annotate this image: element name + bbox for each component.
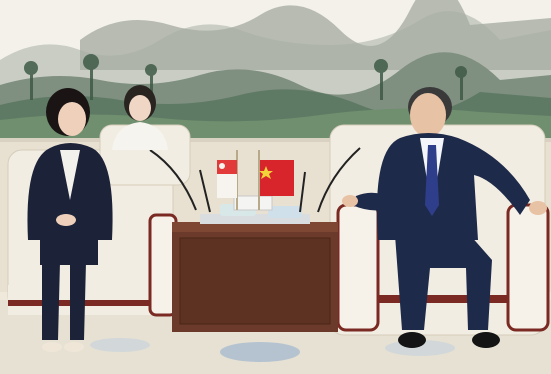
desk-sign bbox=[233, 195, 273, 211]
side-table bbox=[172, 222, 338, 332]
flags bbox=[217, 150, 294, 210]
man-right bbox=[342, 87, 547, 348]
microphones bbox=[149, 147, 361, 213]
woman-left bbox=[27, 88, 113, 352]
china-flag bbox=[259, 160, 294, 196]
singapore-flag bbox=[217, 160, 237, 198]
interpreter bbox=[112, 85, 168, 150]
